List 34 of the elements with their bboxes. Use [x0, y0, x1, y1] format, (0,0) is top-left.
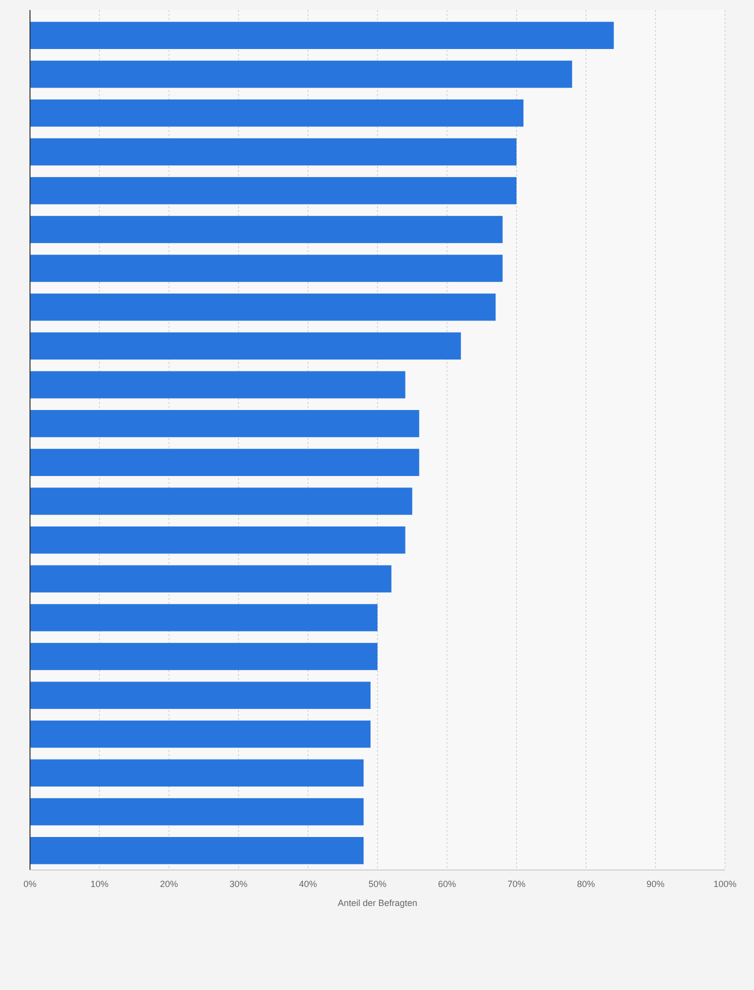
bar: [30, 138, 516, 166]
bar: [30, 604, 378, 632]
bar: [30, 642, 378, 670]
bar: [30, 448, 420, 476]
bar: [30, 526, 406, 554]
x-tick-label: 30%: [229, 879, 248, 889]
x-tick-label: 70%: [507, 879, 526, 889]
x-tick-label: 0%: [23, 879, 37, 889]
bar: [30, 60, 572, 88]
bar: [30, 254, 503, 282]
bar: [30, 837, 364, 864]
bar: [30, 488, 412, 515]
bar: [30, 682, 371, 709]
x-axis-title: Anteil der Befragten: [338, 898, 418, 908]
x-tick-label: 90%: [646, 879, 665, 889]
bar: [30, 565, 392, 592]
x-tick-label: 50%: [368, 879, 387, 889]
bar: [30, 332, 461, 360]
x-tick-label: 100%: [713, 879, 737, 889]
bar: [30, 798, 364, 826]
x-tick-label: 40%: [298, 879, 318, 889]
bar: [30, 410, 420, 438]
x-tick-label: 10%: [90, 879, 109, 889]
bar: [30, 371, 406, 398]
x-tick-label: 20%: [160, 879, 178, 889]
bar: [30, 759, 364, 787]
bar: [30, 720, 371, 748]
bar: [30, 99, 524, 127]
bar: [30, 177, 516, 204]
bar: [30, 216, 503, 244]
bar: [30, 294, 496, 321]
x-tick-label: 60%: [438, 879, 456, 889]
bar: [30, 22, 614, 49]
x-tick-label: 80%: [576, 879, 596, 889]
